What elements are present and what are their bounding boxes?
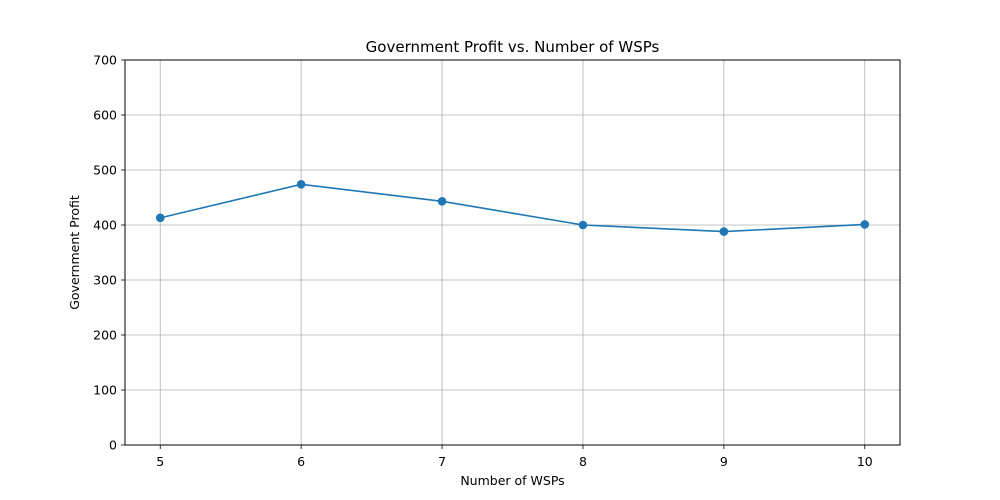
- y-axis-label: Government Profit: [67, 195, 82, 310]
- y-tick-label: 600: [93, 108, 117, 123]
- data-point: [296, 180, 306, 189]
- y-tick-label: 300: [93, 273, 117, 288]
- y-axis-ticks: 0 100 200 300 400 500 600 700: [93, 53, 125, 453]
- plot-frame: [124, 59, 901, 446]
- x-tick-label: 7: [438, 454, 446, 469]
- x-tick-label: 9: [720, 454, 728, 469]
- y-tick-label: 500: [93, 163, 117, 178]
- x-tick-label: 10: [857, 454, 873, 469]
- y-tick-label: 200: [93, 328, 117, 343]
- x-tick-label: 5: [156, 454, 164, 469]
- data-series: [155, 180, 870, 236]
- data-point: [155, 213, 165, 223]
- y-tick-label: 100: [93, 383, 117, 398]
- data-point: [860, 220, 870, 229]
- data-point: [578, 220, 588, 230]
- x-tick-label: 6: [297, 454, 305, 469]
- y-tick-label: 0: [109, 438, 117, 453]
- x-axis-ticks: 5 6 7 8 9 10: [156, 445, 873, 469]
- data-point: [437, 197, 447, 206]
- y-tick-label: 700: [93, 53, 117, 68]
- x-tick-label: 8: [579, 454, 587, 469]
- chart-title: Government Profit vs. Number of WSPs: [366, 38, 660, 56]
- data-point: [719, 227, 729, 236]
- series-line: [160, 183, 865, 233]
- y-tick-label: 400: [93, 218, 117, 233]
- x-axis-label: Number of WSPs: [460, 473, 564, 488]
